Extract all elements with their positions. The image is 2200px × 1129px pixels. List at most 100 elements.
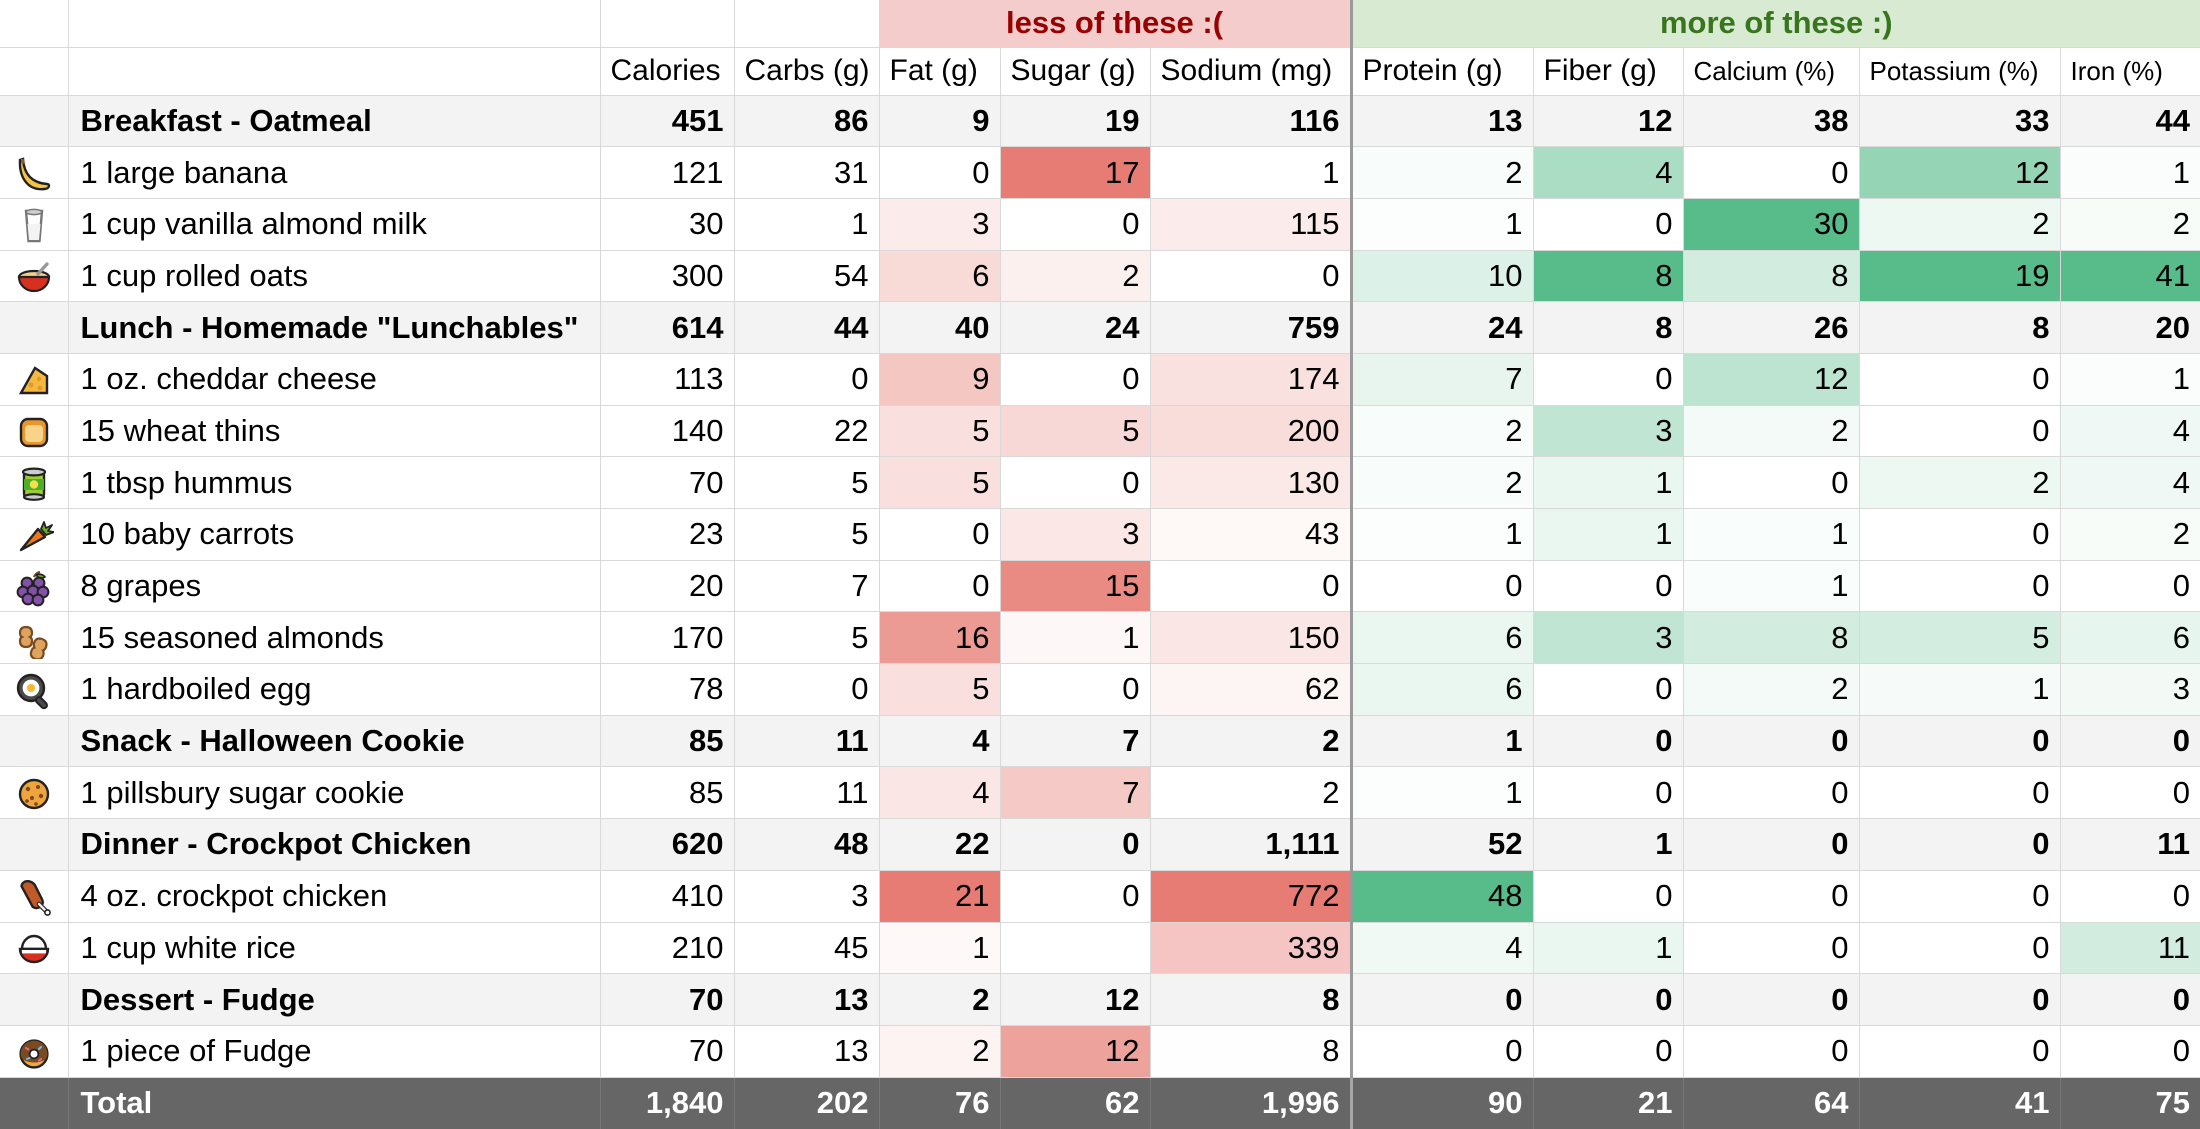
food-label-cell[interactable]: 10 baby carrots [67, 508, 601, 561]
carbs-cell[interactable]: 86 [733, 94, 880, 148]
food-label-cell[interactable]: 1 cup white rice [67, 921, 601, 975]
calcium-cell[interactable]: 1 [1682, 559, 1860, 613]
calcium-cell[interactable]: 26 [1682, 301, 1860, 354]
potassium-cell[interactable]: 19 [1858, 249, 2061, 303]
potassium-cell[interactable]: 0 [1858, 352, 2061, 406]
iron-cell[interactable]: 1 [2059, 146, 2200, 199]
sodium-cell[interactable]: 8 [1149, 973, 1352, 1026]
sodium-cell[interactable]: 339 [1149, 921, 1352, 975]
calcium-cell[interactable]: 2 [1682, 663, 1860, 716]
sugar-cell[interactable]: 19 [999, 94, 1151, 148]
calcium-cell[interactable]: 0 [1682, 973, 1860, 1026]
food-label-cell[interactable]: 1 cup vanilla almond milk [67, 197, 601, 251]
fat-cell[interactable]: 0 [878, 559, 1001, 613]
food-icon-cell[interactable] [0, 818, 69, 871]
protein-cell[interactable]: 1 [1349, 714, 1534, 768]
iron-cell[interactable]: 44 [2059, 94, 2200, 148]
protein-cell[interactable]: 1 [1349, 508, 1534, 561]
calcium-cell[interactable]: 0 [1682, 818, 1860, 871]
sugar-cell[interactable]: 17 [999, 146, 1151, 199]
iron-cell[interactable]: 0 [2059, 714, 2200, 768]
calcium-cell[interactable]: 0 [1682, 869, 1860, 923]
potassium-cell[interactable]: 8 [1858, 301, 2061, 354]
calories-cell[interactable]: 1,840 [599, 1076, 735, 1129]
more-group-header[interactable]: more of these :) [1349, 0, 2200, 48]
calcium-cell[interactable]: 0 [1682, 921, 1860, 975]
calcium-cell[interactable]: 38 [1682, 94, 1860, 148]
blank-cell[interactable] [0, 0, 69, 48]
food-label-cell[interactable]: 1 tbsp hummus [67, 456, 601, 509]
calcium-cell[interactable]: 0 [1682, 714, 1860, 768]
sugar-cell[interactable] [999, 921, 1151, 975]
potassium-cell[interactable]: 2 [1858, 456, 2061, 509]
protein-cell[interactable]: 10 [1349, 249, 1534, 303]
fat-cell[interactable]: 21 [878, 869, 1001, 923]
calories-cell[interactable]: 451 [599, 94, 735, 148]
fiber-cell[interactable]: 1 [1532, 921, 1684, 975]
protein-cell[interactable]: 4 [1349, 921, 1534, 975]
potassium-cell[interactable]: 0 [1858, 714, 2061, 768]
calories-cell[interactable]: 20 [599, 559, 735, 613]
food-icon-cell[interactable] [0, 921, 69, 975]
section-label-cell[interactable]: Dinner - Crockpot Chicken [67, 818, 601, 871]
fiber-cell[interactable]: 0 [1532, 559, 1684, 613]
calories-cell[interactable]: 210 [599, 921, 735, 975]
sodium-cell[interactable]: 772 [1149, 869, 1352, 923]
iron-cell[interactable]: 41 [2059, 249, 2200, 303]
potassium-cell[interactable]: 1 [1858, 663, 2061, 716]
sugar-cell[interactable]: 0 [999, 663, 1151, 716]
carbs-cell[interactable]: 3 [733, 869, 880, 923]
iron-cell[interactable]: 0 [2059, 869, 2200, 923]
sodium-cell[interactable]: 174 [1149, 352, 1352, 406]
fiber-cell[interactable]: 0 [1532, 197, 1684, 251]
calories-cell[interactable]: 614 [599, 301, 735, 354]
protein-cell[interactable]: 2 [1349, 146, 1534, 199]
food-icon-cell[interactable] [0, 973, 69, 1026]
protein-cell[interactable]: 1 [1349, 197, 1534, 251]
calories-cell[interactable]: 410 [599, 869, 735, 923]
iron-cell[interactable]: 0 [2059, 559, 2200, 613]
food-icon-cell[interactable] [0, 611, 69, 665]
calories-cell[interactable]: 121 [599, 146, 735, 199]
potassium-cell[interactable]: 0 [1858, 559, 2061, 613]
fat-cell[interactable]: 2 [878, 1024, 1001, 1078]
fiber-cell[interactable]: 0 [1532, 352, 1684, 406]
carbs-cell[interactable]: 202 [733, 1076, 880, 1129]
sugar-cell[interactable]: 0 [999, 456, 1151, 509]
fat-cell[interactable]: 5 [878, 663, 1001, 716]
sodium-column-header[interactable]: Sodium (mg) [1149, 46, 1352, 96]
fat-cell[interactable]: 76 [878, 1076, 1001, 1129]
food-icon-cell[interactable] [0, 663, 69, 716]
fiber-cell[interactable]: 4 [1532, 146, 1684, 199]
fiber-cell[interactable]: 1 [1532, 456, 1684, 509]
fiber-cell[interactable]: 12 [1532, 94, 1684, 148]
carbs-cell[interactable]: 1 [733, 197, 880, 251]
protein-cell[interactable]: 24 [1349, 301, 1534, 354]
potassium-cell[interactable]: 0 [1858, 1024, 2061, 1078]
fat-cell[interactable]: 9 [878, 94, 1001, 148]
sugar-cell[interactable]: 0 [999, 352, 1151, 406]
carbs-column-header[interactable]: Carbs (g) [733, 46, 880, 96]
iron-cell[interactable]: 4 [2059, 456, 2200, 509]
carbs-cell[interactable]: 5 [733, 611, 880, 665]
sugar-cell[interactable]: 5 [999, 404, 1151, 458]
potassium-cell[interactable]: 5 [1858, 611, 2061, 665]
sugar-cell[interactable]: 12 [999, 1024, 1151, 1078]
protein-cell[interactable]: 0 [1349, 559, 1534, 613]
fat-cell[interactable]: 9 [878, 352, 1001, 406]
iron-cell[interactable]: 6 [2059, 611, 2200, 665]
iron-cell[interactable]: 0 [2059, 973, 2200, 1026]
calories-cell[interactable]: 170 [599, 611, 735, 665]
calories-cell[interactable]: 70 [599, 1024, 735, 1078]
protein-cell[interactable]: 7 [1349, 352, 1534, 406]
fat-cell[interactable]: 0 [878, 508, 1001, 561]
fiber-column-header[interactable]: Fiber (g) [1532, 46, 1684, 96]
sugar-cell[interactable]: 15 [999, 559, 1151, 613]
potassium-cell[interactable]: 0 [1858, 404, 2061, 458]
food-label-cell[interactable]: 1 oz. cheddar cheese [67, 352, 601, 406]
carbs-cell[interactable]: 11 [733, 766, 880, 820]
carbs-cell[interactable]: 54 [733, 249, 880, 303]
iron-cell[interactable]: 3 [2059, 663, 2200, 716]
calories-cell[interactable]: 620 [599, 818, 735, 871]
fat-cell[interactable]: 16 [878, 611, 1001, 665]
